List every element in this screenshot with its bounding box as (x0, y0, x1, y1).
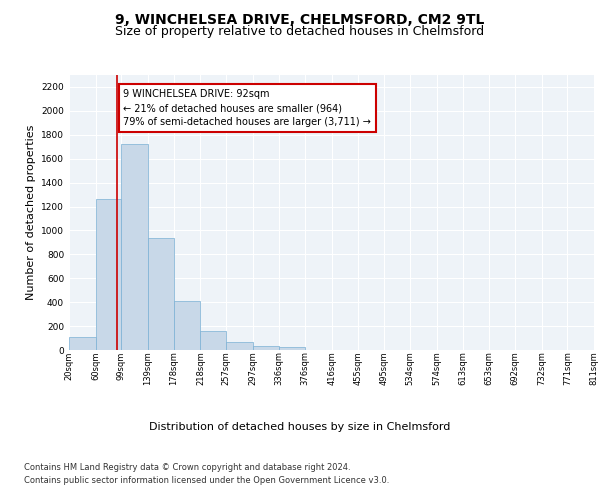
Bar (69, 337, 95, 350)
Bar (279, 347, 305, 350)
Text: Contains HM Land Registry data © Crown copyright and database right 2024.: Contains HM Land Registry data © Crown c… (24, 462, 350, 471)
Text: 9 WINCHELSEA DRIVE: 92sqm
← 21% of detached houses are smaller (964)
79% of semi: 9 WINCHELSEA DRIVE: 92sqm ← 21% of detac… (124, 90, 371, 128)
Y-axis label: Number of detached properties: Number of detached properties (26, 125, 35, 300)
Bar (253, 346, 279, 350)
Text: Contains public sector information licensed under the Open Government Licence v3: Contains public sector information licen… (24, 476, 389, 485)
Bar (200, 332, 226, 350)
Text: 9, WINCHELSEA DRIVE, CHELMSFORD, CM2 9TL: 9, WINCHELSEA DRIVE, CHELMSFORD, CM2 9TL (115, 12, 485, 26)
Bar (121, 144, 148, 350)
Bar (95, 198, 121, 350)
Bar (148, 238, 174, 350)
Text: Size of property relative to detached houses in Chelmsford: Size of property relative to detached ho… (115, 25, 485, 38)
Text: Distribution of detached houses by size in Chelmsford: Distribution of detached houses by size … (149, 422, 451, 432)
Bar (174, 301, 200, 350)
Bar (226, 342, 253, 350)
